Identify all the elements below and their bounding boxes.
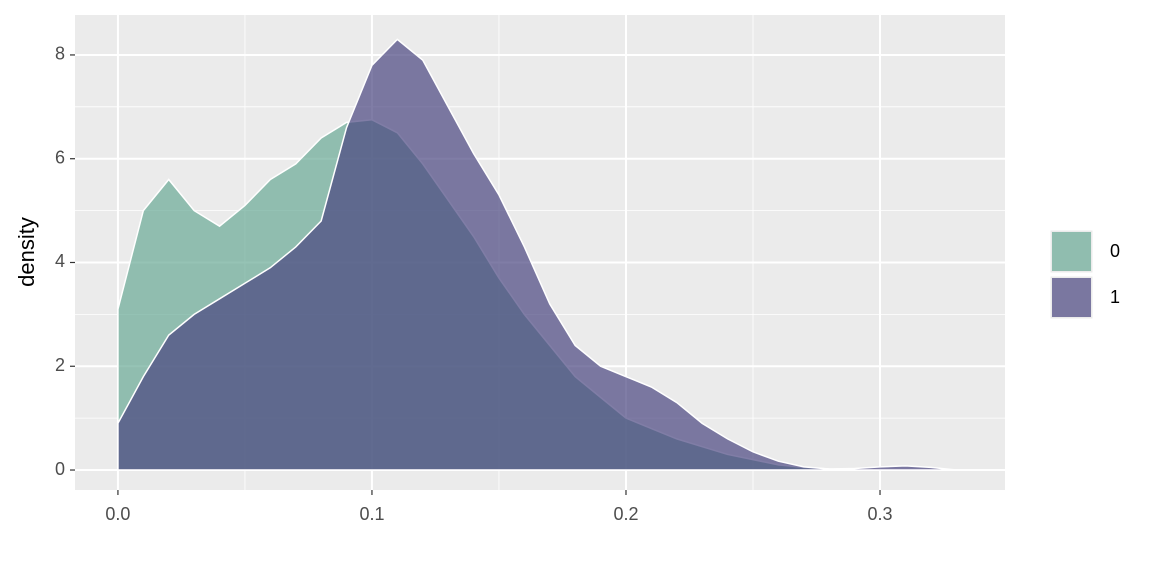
- y-tick-label: 2: [55, 355, 65, 375]
- y-tick-label: 0: [55, 459, 65, 479]
- y-tick-label: 6: [55, 147, 65, 167]
- x-tick-label: 0.2: [613, 504, 638, 524]
- y-tick-label: 4: [55, 251, 65, 271]
- legend-label: 1: [1110, 287, 1120, 307]
- y-axis-label: density: [14, 217, 39, 287]
- legend-label: 0: [1110, 241, 1120, 261]
- x-tick-label: 0.3: [868, 504, 893, 524]
- legend-key: [1052, 232, 1091, 271]
- x-tick-label: 0.0: [105, 504, 130, 524]
- y-tick-label: 8: [55, 44, 65, 64]
- x-tick-label: 0.1: [359, 504, 384, 524]
- area: [117, 38, 957, 471]
- legend-key: [1052, 278, 1091, 317]
